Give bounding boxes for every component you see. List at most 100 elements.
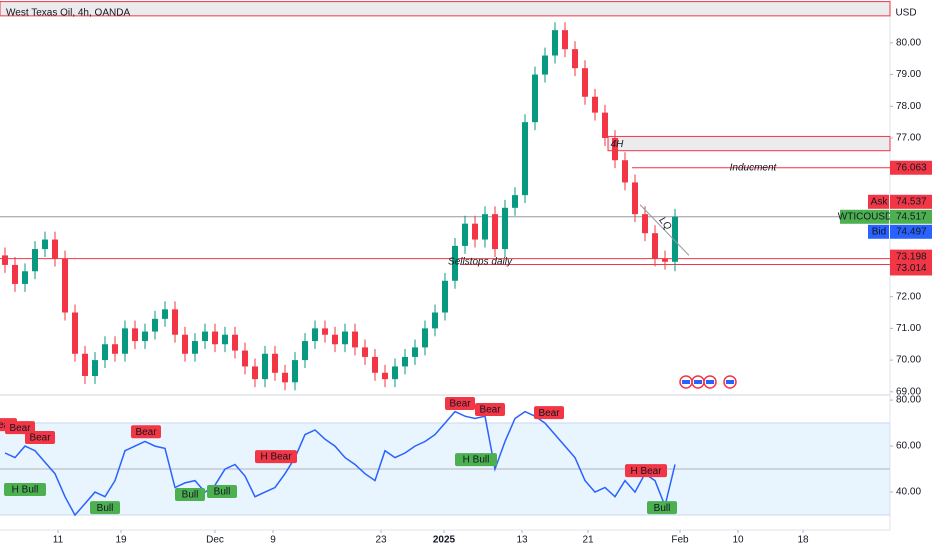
x-tick-label: Feb xyxy=(671,535,689,546)
candle-body xyxy=(382,372,388,380)
candle-body xyxy=(432,312,438,329)
candle-body xyxy=(322,328,328,335)
candle-body xyxy=(52,239,58,259)
candle-body xyxy=(282,372,288,383)
annotation: Inducment xyxy=(730,162,778,173)
signal-label: Bear xyxy=(449,399,471,410)
signal-label: Bear xyxy=(29,433,51,444)
signal-label: H Bear xyxy=(630,466,662,477)
event-icon-stripe xyxy=(694,380,702,384)
signal-label: Bull xyxy=(214,487,231,498)
event-icon-stripe xyxy=(726,380,734,384)
candle-body xyxy=(252,366,258,380)
candle-body xyxy=(12,264,18,284)
candle-body xyxy=(82,353,88,376)
candle-body xyxy=(112,344,118,354)
price-badge-value: 74.497 xyxy=(896,226,927,237)
candle-body xyxy=(352,331,358,348)
unit-label: USD xyxy=(895,8,916,19)
candle-body xyxy=(602,112,608,139)
price-badge xyxy=(890,209,932,224)
candle-body xyxy=(162,309,168,319)
x-tick-label: 10 xyxy=(732,535,744,546)
candle-body xyxy=(472,223,478,240)
signal-label-box xyxy=(207,485,237,499)
price-tag-label: WTICOUSD xyxy=(838,211,892,222)
y-tick-label: 71.00 xyxy=(896,323,921,334)
x-tick-label: 21 xyxy=(582,535,594,546)
signal-label: Bear xyxy=(479,405,501,416)
candle-body xyxy=(342,331,348,345)
price-badge-value: 73.014 xyxy=(896,263,927,274)
candle-body xyxy=(522,122,528,196)
rsi-line xyxy=(4,410,676,517)
signal-label-box xyxy=(445,396,475,410)
candle-body xyxy=(22,271,28,284)
candle-body xyxy=(372,356,378,373)
candle-body xyxy=(242,350,248,367)
candle-body xyxy=(492,214,498,250)
candle-body xyxy=(452,245,458,281)
candle-body xyxy=(232,334,238,351)
candle-body xyxy=(422,328,428,348)
signal-label-box xyxy=(175,488,205,502)
candle-body xyxy=(102,344,108,361)
signal-label-box xyxy=(625,464,667,478)
x-tick-label: 13 xyxy=(516,535,528,546)
price-tag xyxy=(868,224,889,239)
price-tag-label: Bid xyxy=(872,226,886,237)
candle-body xyxy=(642,214,648,234)
candle-body xyxy=(122,328,128,354)
candle-body xyxy=(482,214,488,240)
annotation: Sellstops daily xyxy=(448,256,513,267)
signal-label: H Bull xyxy=(12,485,39,496)
candle-body xyxy=(502,207,508,250)
candle-body xyxy=(182,334,188,354)
x-tick-label: 2025 xyxy=(433,535,456,546)
y-tick-label: 72.00 xyxy=(896,291,921,302)
candle-body xyxy=(132,328,138,342)
signal-label: H Bear xyxy=(260,452,292,463)
y-tick-label: 40.00 xyxy=(896,487,921,498)
candle-body xyxy=(62,258,68,313)
signal-label-box xyxy=(131,425,161,439)
x-tick-label: 19 xyxy=(115,535,127,546)
candle-body xyxy=(152,318,158,332)
candle-body xyxy=(652,233,658,259)
candle-body xyxy=(612,138,618,161)
candle-body xyxy=(462,223,468,246)
signal-label: Bear xyxy=(135,427,157,438)
candle-body xyxy=(332,334,338,345)
signal-label: Bull xyxy=(97,503,114,514)
candle-body xyxy=(292,360,298,383)
signal-label-box xyxy=(25,431,55,445)
x-tick-label: 23 xyxy=(375,535,387,546)
signal-label-box xyxy=(647,501,677,515)
event-icon-stripe xyxy=(682,380,690,384)
signal-label-box xyxy=(475,402,505,416)
candle-body xyxy=(272,353,278,373)
signal-label: Bull xyxy=(654,503,671,514)
signal-label-box xyxy=(255,450,297,464)
candle-body xyxy=(92,360,98,376)
signal-label-box xyxy=(534,406,564,420)
y-tick-label: 79.00 xyxy=(896,69,921,80)
candle-body xyxy=(362,347,368,357)
candle-body xyxy=(622,160,628,183)
candle-body xyxy=(72,312,78,354)
candle-body xyxy=(592,96,598,113)
price-badge xyxy=(890,194,932,209)
candle-body xyxy=(662,258,668,262)
candle-body xyxy=(582,68,588,97)
candle-body xyxy=(442,280,448,313)
candle-body xyxy=(172,309,178,335)
x-tick-label: 11 xyxy=(53,535,64,546)
price-badge-value: 73.198 xyxy=(896,251,927,262)
x-tick-label: 18 xyxy=(797,535,809,546)
price-tag xyxy=(868,194,889,209)
candle-body xyxy=(572,49,578,69)
price-tag xyxy=(840,209,889,224)
y-tick-label: 70.00 xyxy=(896,355,921,366)
trend-line xyxy=(639,204,690,256)
candle-body xyxy=(532,74,538,123)
